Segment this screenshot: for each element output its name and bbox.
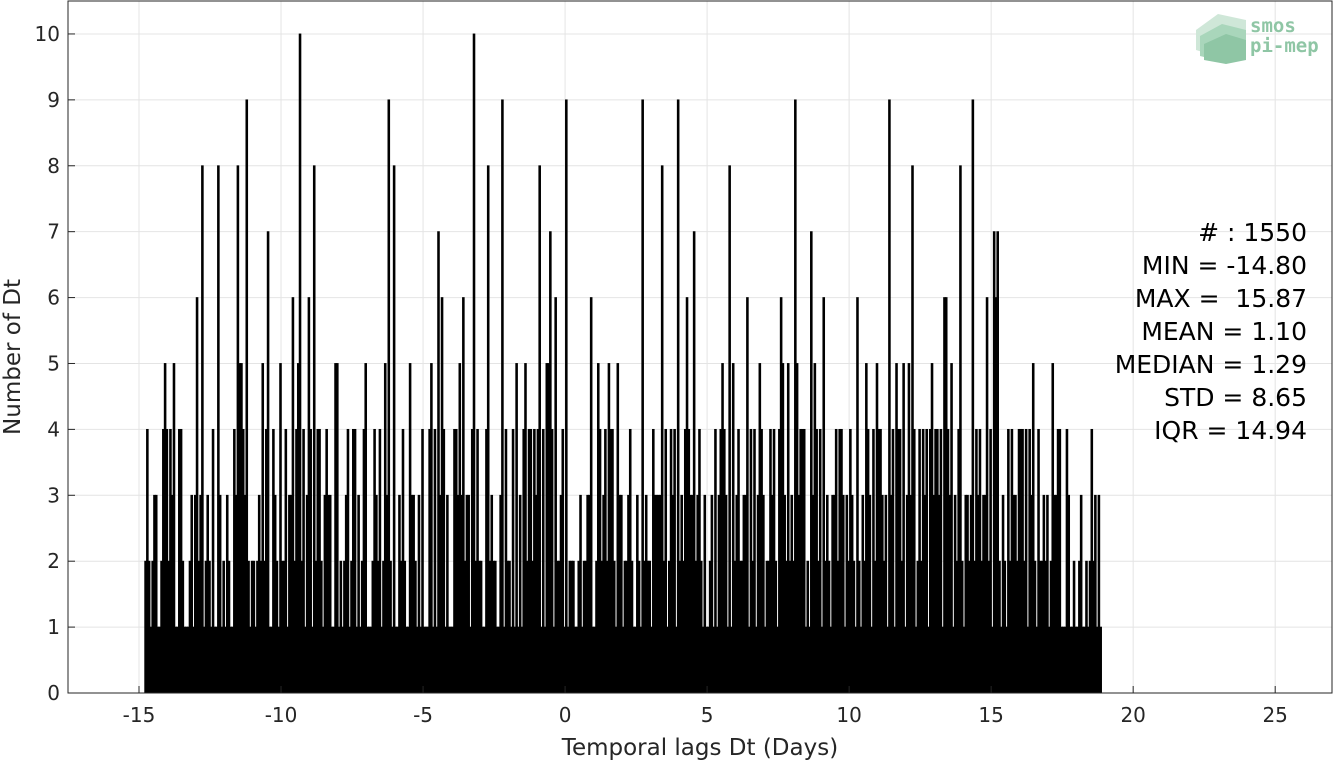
- y-tick-label: 2: [47, 549, 60, 573]
- stat-iqr: IQR = 14.94: [1154, 416, 1307, 445]
- x-tick-label: -10: [265, 703, 298, 727]
- smos-pimep-logo: smos pi-mep: [1196, 14, 1319, 64]
- histogram-bar: [565, 99, 568, 694]
- y-tick-label: 3: [47, 483, 60, 507]
- y-tick-label: 9: [47, 88, 60, 112]
- stat-min: MIN = -14.80: [1142, 251, 1307, 280]
- x-tick-label: 25: [1262, 703, 1287, 727]
- histogram-bar: [201, 165, 204, 694]
- y-tick-label: 5: [47, 351, 60, 375]
- logo-line-1: smos: [1250, 15, 1296, 37]
- histogram-bar: [1099, 626, 1102, 694]
- statistics-box: # : 1550 MIN = -14.80 MAX = 15.87 MEAN =…: [1115, 218, 1307, 445]
- stat-median: MEDIAN = 1.29: [1115, 350, 1307, 379]
- x-tick-label: 0: [559, 703, 572, 727]
- histogram-bar: [266, 231, 270, 694]
- y-tick-label: 0: [47, 681, 60, 705]
- histogram-bar: [538, 165, 541, 694]
- y-axis-ticks: 0 1 2 3 4 5 6 7 8 9 10: [35, 22, 75, 705]
- x-axis-ticks: -15 -10 -5 0 5 10 15 20 25: [123, 686, 1288, 727]
- histogram-bar: [728, 165, 731, 694]
- logo-wave-icon: [1196, 14, 1246, 64]
- stat-mean: MEAN = 1.10: [1141, 317, 1307, 346]
- x-tick-label: -5: [413, 703, 433, 727]
- x-tick-label: 5: [701, 703, 714, 727]
- y-tick-label: 6: [47, 286, 60, 310]
- y-tick-label: 7: [47, 220, 60, 244]
- x-tick-label: 20: [1120, 703, 1145, 727]
- x-tick-label: -15: [123, 703, 156, 727]
- logo-line-2: pi-mep: [1250, 35, 1319, 57]
- y-tick-label: 4: [47, 417, 60, 441]
- stat-std: STD = 8.65: [1164, 383, 1307, 412]
- x-tick-label: 15: [978, 703, 1003, 727]
- y-tick-label: 1: [47, 615, 60, 639]
- plot-area-frame: [67, 0, 1333, 694]
- x-tick-label: 10: [836, 703, 861, 727]
- histogram-bar: [501, 99, 504, 694]
- histogram-bar: [392, 165, 396, 694]
- y-axis-label: Number of Dt: [0, 279, 26, 435]
- y-tick-label: 8: [47, 154, 60, 178]
- stat-count: # : 1550: [1198, 218, 1307, 247]
- x-axis-label: Temporal lags Dt (Days): [561, 735, 838, 761]
- stat-max: MAX = 15.87: [1135, 284, 1307, 313]
- y-tick-label: 10: [35, 22, 60, 46]
